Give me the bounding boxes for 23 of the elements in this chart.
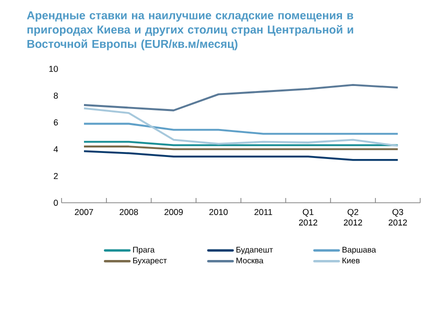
y-tick-label: 0 [54,200,58,206]
x-tick-label: Q1 2012 [299,209,318,226]
legend-label: Москва [236,258,264,264]
chart-title: Арендные ставки на наилучшие складские помещения в пригородах Киева и других столиц стран Центральной и Восточной Европы (EUR/кв.м/месяц) [26,11,354,50]
y-tick-label: 8 [54,92,58,99]
y-tick-label: 10 [49,66,58,72]
legend-label: Прага [133,246,155,254]
x-tick-label: 2009 [164,209,183,216]
x-tick-label: 2008 [120,209,138,216]
y-tick-label: 6 [54,119,58,126]
x-tick-label: 2011 [254,209,272,216]
legend-label: Варшава [342,246,376,254]
legend-label: Будапешт [236,246,273,254]
y-tick-label: 4 [54,146,58,152]
line-series [83,107,399,147]
legend-label: Киев [342,258,360,264]
x-tick-label: 2007 [74,209,94,216]
x-tick-label: Q3 2012 [388,209,407,226]
line-series [83,84,399,112]
x-tick-label: Q2 2012 [344,209,362,226]
y-tick-label: 2 [54,173,58,180]
x-tick-label: 2010 [209,209,228,216]
legend-label: Бухарест [133,258,167,266]
